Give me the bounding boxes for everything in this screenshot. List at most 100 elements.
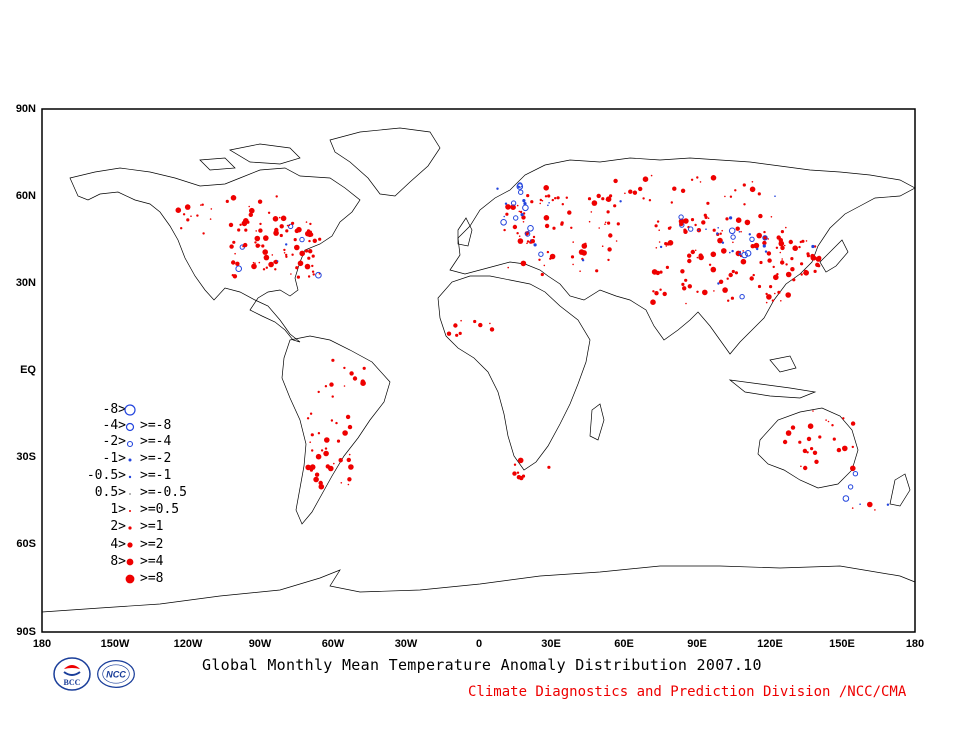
station-symbol [812,450,818,455]
station-symbol [726,277,729,280]
station-symbol [742,250,744,252]
station-symbol [740,258,747,265]
station-symbol [666,242,670,246]
station-symbol [513,215,519,221]
lat-label-90s: 90S [16,626,36,638]
station-symbol [782,439,788,445]
station-symbol [518,210,521,213]
station-symbol [655,247,658,249]
station-symbol [608,233,613,238]
station-symbol [360,380,366,387]
station-symbol [581,243,588,249]
station-symbol [311,254,315,258]
station-symbol [728,272,733,278]
station-symbol [308,239,311,243]
station-symbol [665,265,670,269]
legend-row-left: 8> [110,554,126,569]
station-symbol [886,503,890,506]
station-symbol [654,291,659,296]
station-symbol [850,465,856,472]
station-symbol [455,333,459,337]
station-symbol [696,176,699,179]
station-symbol [311,264,314,268]
station-symbol [196,214,199,217]
station-symbol [764,250,768,253]
station-symbol [825,419,827,421]
station-symbol [237,228,241,232]
station-symbol [539,202,541,205]
station-symbol [261,244,265,248]
station-symbol [291,253,294,256]
station-symbol [757,284,762,289]
lon-label-180w: 180 [32,638,52,650]
station-symbol [687,258,692,264]
station-symbol [642,197,645,200]
station-symbol [540,272,544,277]
station-symbol [842,417,845,420]
station-symbol [294,244,300,251]
legend-row-left: 0.5> [94,485,126,500]
station-symbol [740,230,742,233]
station-symbol [343,366,346,370]
station-symbols [175,174,890,511]
station-symbol [806,436,812,442]
station-symbol [570,226,573,229]
legend-row-left: 4> [110,537,126,552]
station-symbol [280,215,287,222]
station-symbol [590,211,593,213]
station-symbol [874,509,876,511]
station-symbol [705,228,707,230]
station-symbol [263,254,270,261]
station-symbol [606,210,610,214]
station-symbol [318,237,322,241]
station-symbol [798,245,801,249]
station-symbol [718,279,724,284]
station-symbol [243,218,249,224]
station-symbol [254,262,256,265]
station-symbol [453,323,458,328]
station-symbol [516,232,519,235]
station-symbol [707,217,710,219]
station-symbol [512,471,517,476]
station-symbol [632,190,638,195]
station-symbol [547,194,551,198]
station-symbol [601,197,605,201]
lon-label-30e: 30E [541,638,561,650]
station-symbol [561,203,564,206]
station-symbol [190,215,192,217]
station-symbol [798,440,802,444]
station-symbol [517,238,524,244]
greenland-coast [329,127,441,197]
station-symbol [335,421,338,425]
station-symbol [554,197,557,200]
africa-coast [437,275,591,471]
station-symbol [318,483,325,490]
credit-line: Climate Diagnostics and Prediction Divis… [468,684,907,700]
station-symbol [549,253,556,260]
station-symbol [607,247,612,252]
station-symbol [738,231,741,233]
station-symbol [598,227,600,229]
station-symbol [328,465,334,472]
legend-row-right: >=-2 [140,451,172,466]
station-symbol [262,268,266,271]
lon-label-60w: 60W [321,638,345,650]
station-symbol [731,269,735,274]
station-symbol [759,260,763,265]
legend-symbol-neg2 [126,440,134,448]
station-symbol [792,278,796,282]
station-symbol [180,227,183,230]
station-symbol [694,223,697,227]
station-symbol [680,188,686,193]
station-symbol [744,219,751,226]
station-symbol [352,376,358,381]
station-symbol [200,204,202,206]
station-symbol [519,210,523,214]
legend-row-right: >=0.5 [140,502,180,517]
station-symbol [516,204,519,207]
legend-symbol-neg1 [128,458,132,462]
station-symbol [523,202,527,206]
station-symbol [306,229,311,233]
north-america-coast [69,167,361,343]
station-symbol [342,430,348,436]
